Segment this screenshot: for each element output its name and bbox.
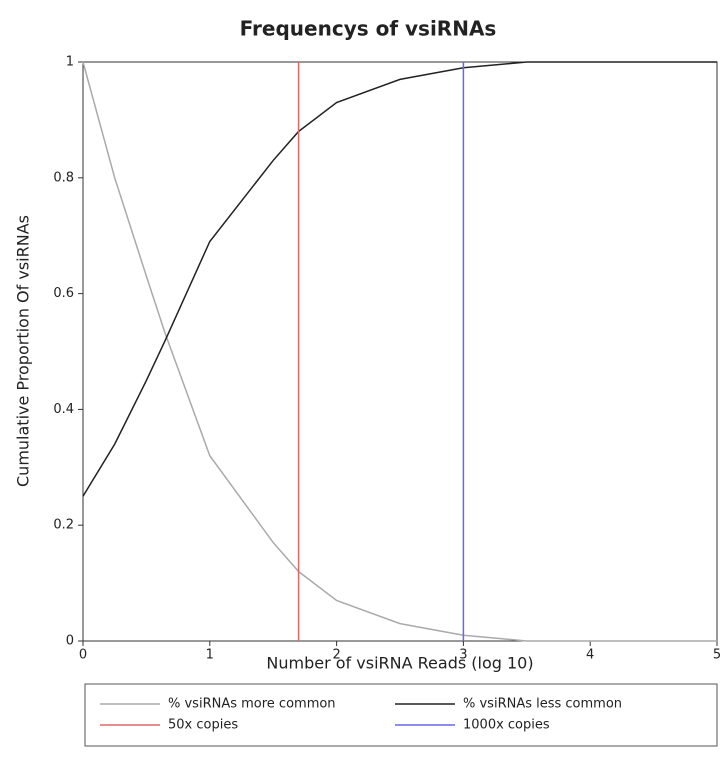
series-line	[82, 61, 717, 497]
legend-label: 1000x copies	[463, 718, 550, 733]
legend-box	[84, 683, 718, 747]
y-tick-label: 0.6	[53, 286, 74, 301]
y-tick-label: 0.4	[53, 402, 74, 417]
y-tick-label: 0.2	[53, 518, 74, 533]
legend-label: % vsiRNAs less common	[463, 697, 622, 712]
y-tick-label: 0	[66, 634, 74, 649]
legend-label: 50x copies	[168, 718, 238, 733]
y-tick-label: 1	[66, 55, 74, 70]
plot-frame	[82, 61, 718, 642]
series-line	[82, 61, 717, 642]
chart-title: Frequencys of vsiRNAs	[240, 17, 497, 41]
legend-label: % vsiRNAs more common	[168, 697, 336, 712]
x-tick-label: 2	[332, 648, 340, 663]
x-tick-label: 5	[713, 648, 721, 663]
x-tick-label: 0	[79, 648, 87, 663]
x-axis-label: Number of vsiRNA Reads (log 10)	[266, 654, 533, 673]
x-tick-label: 4	[586, 648, 594, 663]
y-tick-label: 0.8	[53, 170, 74, 185]
x-tick-label: 3	[459, 648, 467, 663]
y-axis-label: Cumulative Proportion Of vsiRNAs	[14, 215, 33, 487]
x-tick-label: 1	[206, 648, 214, 663]
